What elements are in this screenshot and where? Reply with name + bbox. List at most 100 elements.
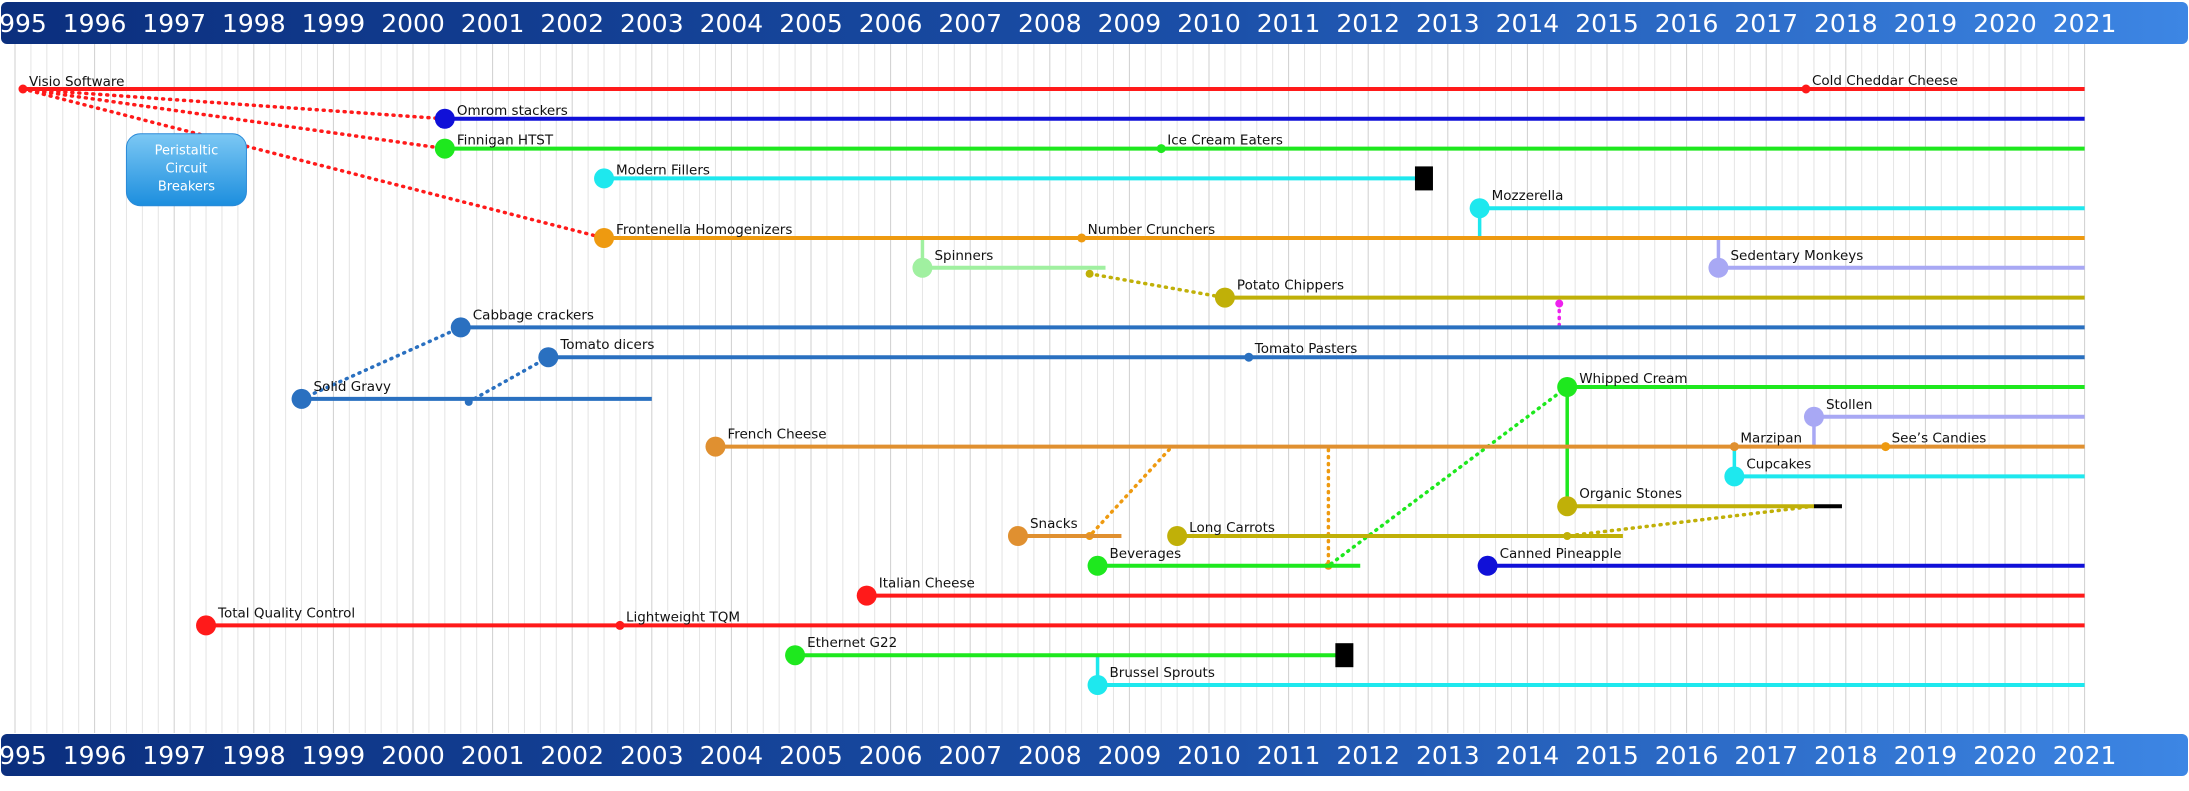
year-label: 2000 <box>381 741 445 770</box>
event-label: Long Carrots <box>1189 520 1275 536</box>
note-text: Circuit <box>166 162 208 177</box>
year-label: 2013 <box>1416 9 1480 38</box>
event-label: Solid Gravy <box>314 379 391 395</box>
year-label: 2016 <box>1655 9 1719 38</box>
dotted-connector <box>21 87 606 240</box>
dotted-connector <box>1087 447 1171 538</box>
year-label: 2014 <box>1496 741 1560 770</box>
dotted-connector <box>21 87 447 121</box>
event-marker <box>615 620 625 630</box>
year-label: 1999 <box>302 9 366 38</box>
year-label: 2000 <box>381 9 445 38</box>
dotted-connector <box>1326 385 1569 568</box>
year-label: 2014 <box>1496 9 1560 38</box>
event-label: Spinners <box>934 248 993 264</box>
event-marker <box>1803 406 1824 427</box>
year-label: 2009 <box>1098 9 1162 38</box>
year-label: 2003 <box>620 741 684 770</box>
year-label: 2015 <box>1575 9 1639 38</box>
event-label: Cold Cheddar Cheese <box>1812 73 1958 89</box>
event-label: Italian Cheese <box>879 576 975 592</box>
dotted-connector <box>299 325 463 401</box>
year-label: 1997 <box>142 9 206 38</box>
year-label: 2001 <box>461 741 525 770</box>
year-label: 2016 <box>1655 741 1719 770</box>
year-label: 2013 <box>1416 741 1480 770</box>
event-label: Whipped Cream <box>1579 371 1687 387</box>
event-marker <box>1244 352 1254 362</box>
event-label: Modern Fillers <box>616 162 710 178</box>
year-label: 2012 <box>1336 741 1400 770</box>
event-label: Snacks <box>1030 516 1078 532</box>
event-marker <box>538 347 559 368</box>
year-label: 2021 <box>2053 741 2117 770</box>
year-label: 2007 <box>938 741 1002 770</box>
event-label: Finnigan HTST <box>457 133 554 149</box>
dotted-connector <box>466 355 551 404</box>
end-block-marker <box>1335 643 1354 668</box>
event-marker <box>785 645 806 666</box>
event-marker <box>434 108 455 129</box>
event-marker <box>856 585 877 606</box>
event-marker <box>1156 144 1166 154</box>
year-label: 1996 <box>63 9 127 38</box>
event-label: Mozzerella <box>1492 188 1564 204</box>
year-label: 2008 <box>1018 741 1082 770</box>
year-label: 2004 <box>700 741 764 770</box>
event-marker <box>1087 555 1108 576</box>
event-label: Number Crunchers <box>1088 222 1215 238</box>
event-marker <box>434 138 455 159</box>
connector-lines <box>21 87 1816 685</box>
event-marker <box>291 388 312 409</box>
connector-dot <box>1085 269 1094 278</box>
year-label: 2005 <box>779 9 843 38</box>
connector-dot <box>1555 299 1564 308</box>
year-label: 2005 <box>779 741 843 770</box>
year-label: 1998 <box>222 9 286 38</box>
event-label: Sedentary Monkeys <box>1730 248 1863 264</box>
event-label: Tomato dicers <box>559 337 654 353</box>
year-label: 2017 <box>1734 741 1798 770</box>
event-marker <box>1077 233 1087 243</box>
event-label: Tomato Pasters <box>1254 341 1358 357</box>
event-label: Canned Pineapple <box>1500 546 1622 562</box>
event-marker <box>450 317 471 338</box>
event-label: Organic Stones <box>1579 486 1682 502</box>
year-label: 2011 <box>1257 741 1321 770</box>
year-label: 2015 <box>1575 741 1639 770</box>
event-marker <box>705 436 726 457</box>
event-label: Lightweight TQM <box>626 609 740 625</box>
year-label: 2006 <box>859 741 923 770</box>
event-marker <box>1801 84 1811 94</box>
year-label: 2006 <box>859 9 923 38</box>
event-label: See’s Candies <box>1892 431 1987 447</box>
event-label: Beverages <box>1110 546 1182 562</box>
event-label: Stollen <box>1826 397 1873 413</box>
year-label: 2002 <box>540 9 604 38</box>
event-marker <box>1557 496 1578 517</box>
event-label: Frontenella Homogenizers <box>616 222 792 238</box>
event-label: Brussel Sprouts <box>1110 665 1215 681</box>
note-text: Breakers <box>158 180 215 195</box>
top-year-band-bg <box>1 2 2188 44</box>
event-marker <box>196 615 217 636</box>
event-label: Ethernet G22 <box>807 635 897 651</box>
year-label: 2017 <box>1734 9 1798 38</box>
end-block-marker <box>1414 166 1433 191</box>
year-label: 2021 <box>2053 9 2117 38</box>
timeline-bars <box>22 87 2085 687</box>
year-label: 2011 <box>1257 9 1321 38</box>
year-label: 2010 <box>1177 9 1241 38</box>
year-label: 2001 <box>461 9 525 38</box>
event-marker <box>18 84 28 94</box>
event-marker <box>594 168 615 189</box>
event-marker <box>1167 526 1188 546</box>
year-label: 2018 <box>1814 9 1878 38</box>
year-label: 1998 <box>222 741 286 770</box>
dotted-connector <box>21 87 447 151</box>
event-label: Ice Cream Eaters <box>1167 133 1283 149</box>
dotted-connector <box>1565 504 1816 538</box>
